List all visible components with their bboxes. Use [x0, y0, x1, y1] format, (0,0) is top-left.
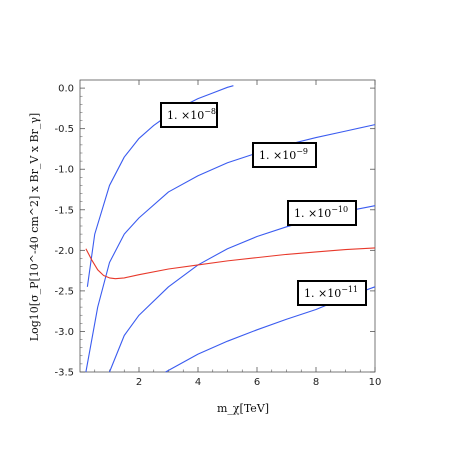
series-label-text: 1. ×10−8: [167, 107, 216, 122]
x-tick-label: 8: [313, 377, 319, 388]
series-line-4: [85, 247, 376, 280]
x-axis-label: m_χ[TeV]: [217, 402, 269, 415]
label-box-border: [297, 280, 367, 306]
y-tick-label: 0.0: [58, 84, 74, 95]
y-tick-label: -3.0: [54, 327, 74, 338]
x-tick-label: 2: [136, 377, 142, 388]
series-label-text: 1. ×10−11: [304, 285, 358, 300]
y-tick-label: -3.5: [54, 368, 74, 379]
y-tick-label: -1.5: [54, 205, 74, 216]
axis-ticks: 2 4 6 8 10 0.0 -0.5 -1.0 -1.5 -2.0 -2.5 -3.0 -3.5: [54, 80, 381, 388]
x-tick-label: 6: [254, 377, 260, 388]
series-labels: 1. ×10−8 1. ×10−9 1. ×10−10 1. ×10−11: [160, 102, 367, 306]
label-box-border: [287, 200, 357, 226]
y-tick-label: -0.5: [54, 124, 74, 135]
x-tick-label: 4: [195, 377, 201, 388]
y-axis-label: Log10[σ_P[10^-40 cm^2] x Br_V x Br_γ]: [28, 113, 41, 341]
series-label-box: 1. ×10−11: [297, 280, 367, 306]
y-tick-label: -2.0: [54, 246, 74, 257]
y-tick-label: -1.0: [54, 165, 74, 176]
label-box-border: [160, 102, 218, 128]
series-label-box: 1. ×10−8: [160, 102, 218, 128]
y-tick-label: -2.5: [54, 286, 74, 297]
x-tick-label: 10: [369, 377, 382, 388]
series-label-box: 1. ×10−9: [252, 142, 317, 168]
series-line-1: [85, 124, 376, 373]
series-label-text: 1. ×10−9: [259, 147, 308, 162]
series-label-box: 1. ×10−10: [287, 200, 357, 226]
series-lines: [85, 85, 376, 373]
series-label-text: 1. ×10−10: [294, 205, 348, 220]
label-box-border: [252, 142, 317, 168]
